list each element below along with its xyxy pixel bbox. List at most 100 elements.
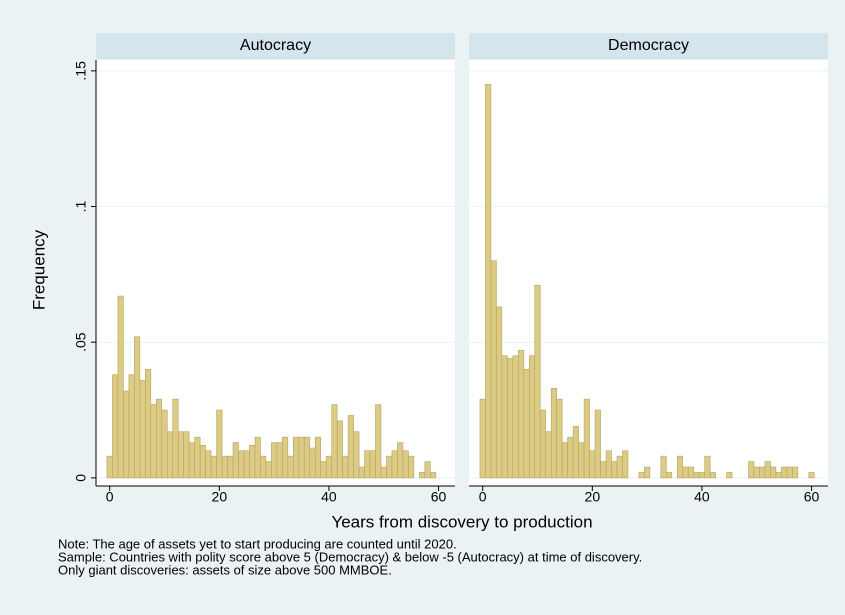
bar (534, 284, 541, 479)
bar (139, 379, 146, 479)
bar (479, 398, 486, 479)
bar (112, 374, 119, 479)
bar (550, 388, 557, 479)
bar (759, 466, 766, 479)
bar (265, 461, 272, 479)
bar (594, 409, 601, 479)
x-tick-label: 40 (694, 489, 710, 505)
panel-header (469, 33, 828, 59)
bar (172, 398, 179, 479)
x-axis-label: Years from discovery to production (331, 512, 592, 531)
bar (704, 455, 711, 479)
bar (145, 369, 152, 479)
bar (128, 374, 135, 479)
bar (155, 398, 163, 479)
y-tick-label: .1 (73, 200, 89, 212)
bar (397, 442, 404, 479)
bar (221, 455, 228, 479)
bar (188, 442, 195, 479)
bar (556, 398, 563, 479)
bar (358, 466, 365, 479)
bar (775, 472, 782, 479)
bar (430, 472, 437, 479)
x-tick-label: 60 (431, 489, 447, 505)
bar (490, 260, 497, 479)
bar (293, 436, 300, 479)
note: Note: The age of assets yet to start pro… (58, 536, 457, 551)
bar (243, 450, 250, 479)
bar (380, 466, 387, 479)
bar (276, 442, 283, 479)
bar (578, 442, 585, 479)
note: Only giant discoveries: assets of size a… (58, 562, 392, 577)
bar (561, 442, 568, 479)
bar (408, 455, 415, 479)
bar (166, 431, 174, 479)
bar (501, 355, 508, 479)
bar (748, 461, 755, 479)
bar (353, 431, 360, 479)
bar (375, 404, 382, 479)
bar (770, 466, 777, 479)
bar (600, 461, 607, 479)
note: Sample: Countries with polity score abov… (58, 549, 642, 564)
bar (698, 472, 705, 479)
bar (666, 472, 673, 479)
bar (611, 461, 618, 479)
bar (419, 472, 426, 479)
bar (792, 466, 799, 479)
x-tick-label: 40 (321, 489, 337, 505)
bar (123, 390, 130, 479)
bar (518, 350, 525, 479)
bar (238, 450, 245, 479)
bar (227, 455, 234, 479)
bar (342, 455, 349, 479)
bar (781, 466, 788, 479)
bar (216, 409, 223, 479)
panel-title: Autocracy (240, 37, 311, 54)
bar (589, 450, 596, 479)
bar (391, 450, 398, 479)
bar (177, 431, 184, 479)
bar (605, 450, 612, 479)
bar (298, 436, 305, 479)
bar (134, 336, 141, 479)
y-tick-label: .05 (73, 332, 89, 352)
bar (117, 295, 124, 479)
bar (314, 436, 322, 479)
bar (496, 306, 503, 479)
x-tick-label: 0 (106, 489, 114, 505)
bar (150, 404, 157, 479)
bar (512, 355, 519, 479)
bar (676, 455, 684, 479)
bar (369, 450, 376, 479)
bar (709, 472, 716, 479)
bar (616, 455, 623, 479)
bar (210, 455, 217, 479)
bar (786, 466, 793, 479)
bar (523, 369, 530, 479)
bar (808, 472, 815, 479)
bar (528, 355, 536, 479)
bar (539, 409, 547, 479)
bar (331, 404, 338, 479)
x-tick-label: 0 (479, 489, 487, 505)
bar (726, 472, 733, 479)
panel-title: Democracy (608, 37, 689, 54)
bar (545, 431, 552, 479)
bar (282, 436, 289, 479)
bar (687, 466, 695, 479)
bar (424, 461, 431, 479)
bar (682, 466, 689, 479)
y-tick-label: 0 (73, 474, 89, 482)
bar (303, 436, 311, 479)
bar (232, 442, 239, 479)
bar (693, 472, 700, 479)
bar (194, 436, 201, 479)
bar (364, 450, 371, 479)
bar (254, 436, 261, 479)
bar (161, 409, 168, 479)
bar (260, 455, 267, 479)
y-axis-label: Frequency (29, 229, 48, 310)
